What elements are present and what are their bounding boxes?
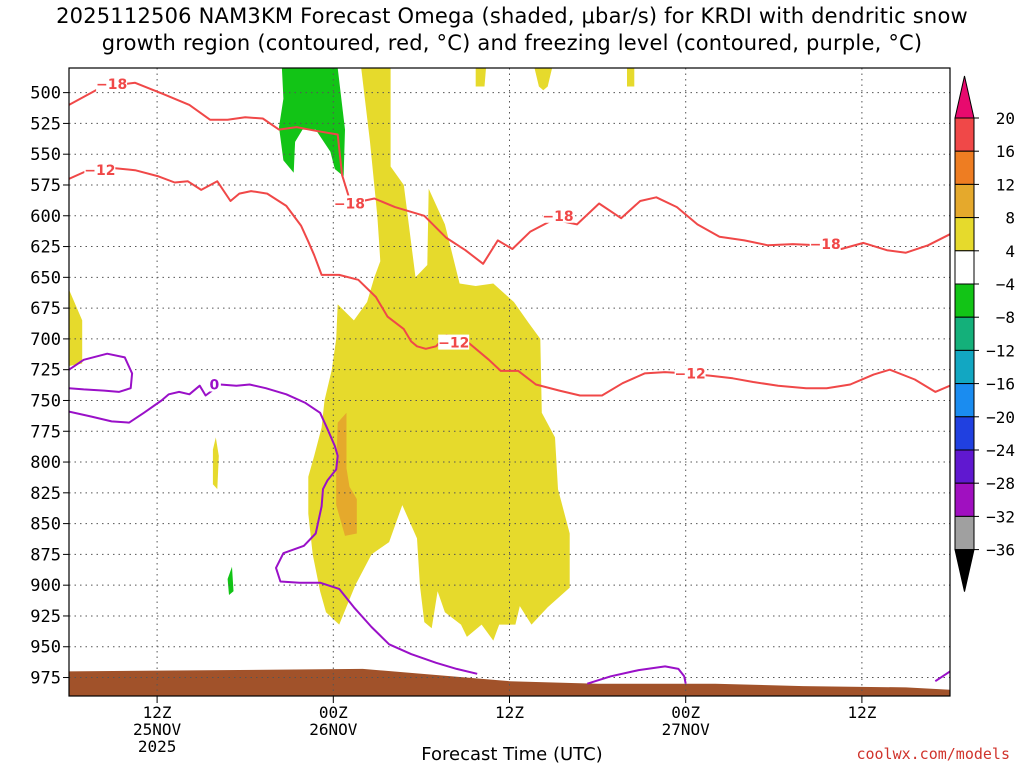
colorbar-label: 4 [1005, 242, 1015, 261]
y-tick-label: 750 [30, 391, 61, 411]
contour-label-bg [438, 334, 470, 350]
x-tick-label: 00Z [319, 703, 348, 722]
y-tick-label: 850 [30, 515, 61, 535]
colorbar-bottom-arrow [954, 549, 975, 592]
y-tick-label: 775 [30, 422, 61, 442]
y-tick-label: 900 [30, 576, 61, 596]
x-tick-label: 2025 [138, 737, 177, 756]
y-tick-label: 625 [30, 238, 61, 258]
colorbar-label: −8 [996, 308, 1015, 327]
isotherm-minus-12-contour [69, 166, 950, 397]
colorbar-swatch [954, 183, 975, 219]
colorbar-swatch [954, 449, 975, 484]
colorbar-swatch [954, 150, 975, 185]
colorbar-label: 8 [1005, 209, 1015, 228]
isotherm-0-b-contour [69, 383, 478, 675]
chart-title-line1: 2025112506 NAM3KM Forecast Omega (shaded… [56, 4, 968, 28]
contour-label: −12 [674, 366, 705, 382]
colorbar-label: 16 [996, 142, 1015, 161]
colorbar-label: −12 [986, 341, 1015, 360]
y-tick-label: 675 [30, 299, 61, 319]
omega-pos-4-8-small-cell [212, 437, 219, 490]
contour-label-bg [333, 195, 365, 211]
colorbar-label: −16 [986, 375, 1015, 394]
contour-label-bg [84, 162, 116, 178]
contour-label: −18 [334, 196, 365, 212]
contour-label-bg [674, 365, 706, 381]
omega-pos-4-8-top-strip-1 [475, 68, 486, 87]
omega-pos-4-8-top-strip-3 [627, 68, 635, 87]
x-tick-label: 26NOV [309, 720, 358, 739]
colorbar-top-arrow [954, 75, 975, 119]
colorbar-label: −36 [986, 541, 1015, 560]
terrain [69, 668, 950, 696]
omega-neg-4-8-small-cell [227, 566, 234, 595]
colorbar-label: 20 [996, 109, 1015, 128]
y-tick-label: 825 [30, 484, 61, 504]
x-tick-label: 00Z [671, 703, 700, 722]
colorbar-swatch [954, 316, 975, 351]
colorbar-swatch [954, 515, 975, 551]
site-credit: coolwx.com/models [856, 745, 1010, 763]
y-tick-label: 800 [30, 453, 61, 473]
isotherm-minus-18-contour [69, 81, 950, 265]
y-tick-label: 975 [30, 669, 61, 689]
colorbar-swatch [954, 250, 975, 285]
x-tick-label: 25NOV [133, 720, 182, 739]
contour-label-bg [96, 76, 128, 92]
contour-label: −18 [96, 77, 127, 93]
contour-label-bg [809, 236, 841, 252]
y-tick-label: 525 [30, 114, 61, 134]
contour-label: −12 [438, 336, 469, 352]
isotherm-0-c-contour [586, 665, 687, 685]
omega-neg-4-8-upper [279, 68, 345, 177]
isotherm-0-contour [69, 352, 134, 393]
colorbar-swatch [954, 482, 975, 517]
y-tick-label: 550 [30, 145, 61, 165]
y-tick-label: 925 [30, 607, 61, 627]
colorbar-swatch [954, 383, 975, 418]
colorbar-swatch [954, 217, 975, 252]
contour-label: −12 [84, 163, 115, 179]
colorbar-label: −20 [986, 408, 1015, 427]
x-tick-label: 27NOV [662, 720, 711, 739]
colorbar-swatch [954, 283, 975, 318]
x-axis-label: Forecast Time (UTC) [421, 744, 603, 765]
y-tick-label: 600 [30, 207, 61, 227]
y-tick-label: 575 [30, 176, 61, 196]
colorbar-swatch [954, 117, 975, 152]
y-tick-label: 875 [30, 545, 61, 565]
colorbar-swatch [954, 349, 975, 385]
y-tick-label: 725 [30, 361, 61, 381]
y-tick-label: 650 [30, 268, 61, 288]
omega-pos-4-8-top-strip-2 [534, 68, 553, 91]
omega-pos-4-8-main [308, 68, 570, 641]
colorbar-label: 12 [996, 175, 1015, 194]
colorbar-swatch [954, 416, 975, 451]
colorbar-label: −4 [996, 275, 1015, 294]
contour-label: −18 [542, 209, 573, 225]
contour-label-bg [207, 376, 221, 392]
y-tick-label: 500 [30, 84, 61, 104]
isotherm-0-d-contour [934, 670, 950, 683]
contour-label-bg [542, 207, 574, 223]
contour-label: −18 [810, 237, 841, 253]
x-tick-label: 12Z [495, 703, 524, 722]
y-tick-label: 950 [30, 638, 61, 658]
y-tick-label: 700 [30, 330, 61, 350]
colorbar-label: −24 [986, 441, 1015, 460]
chart-title-line2: growth region (contoured, red, °C) and f… [101, 31, 923, 55]
colorbar-label: −28 [986, 474, 1015, 493]
x-tick-label: 12Z [847, 703, 876, 722]
x-tick-label: 12Z [143, 703, 172, 722]
omega-pos-4-8-left-edge [69, 289, 83, 366]
contour-label: 0 [209, 377, 219, 393]
colorbar-label: −32 [986, 507, 1015, 526]
omega-pos-8-12-cell [336, 412, 357, 536]
